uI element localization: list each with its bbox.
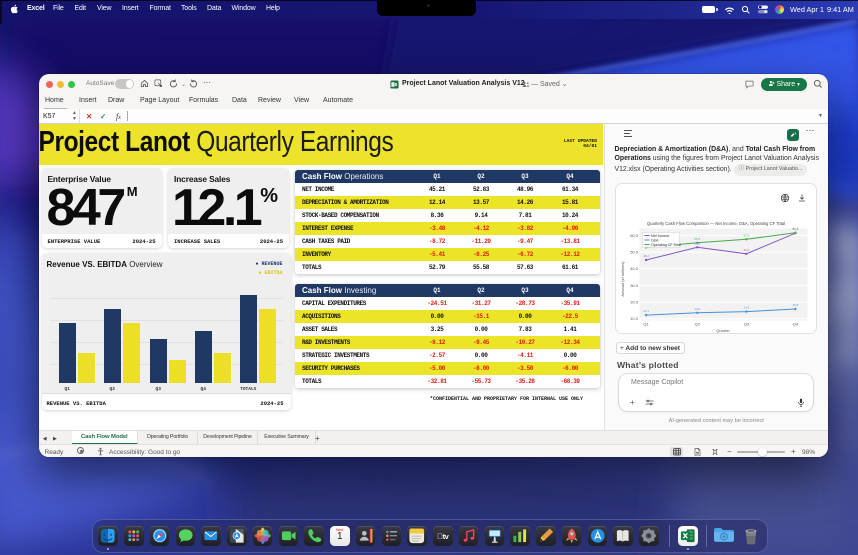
svg-text:Q3: Q3 xyxy=(744,322,750,327)
svg-text:12.1: 12.1 xyxy=(643,309,649,313)
svg-text:61.6: 61.6 xyxy=(792,227,798,231)
svg-text:50.0: 50.0 xyxy=(630,250,639,255)
svg-text:Q4: Q4 xyxy=(793,322,799,327)
svg-text:14.3: 14.3 xyxy=(743,306,749,310)
svg-text:13.6: 13.6 xyxy=(694,307,700,311)
svg-text:Quarter: Quarter xyxy=(716,328,730,333)
svg-text:Amount (in millions): Amount (in millions) xyxy=(620,261,625,297)
svg-text:Q1: Q1 xyxy=(643,322,649,327)
svg-text:49.0: 49.0 xyxy=(743,248,749,252)
svg-text:20.0: 20.0 xyxy=(630,300,639,305)
svg-text:61.3: 61.3 xyxy=(792,227,798,231)
svg-text:D&A: D&A xyxy=(651,239,659,243)
svg-text:55.6: 55.6 xyxy=(694,237,700,241)
svg-text:57.6: 57.6 xyxy=(743,233,749,237)
svg-text:45.2: 45.2 xyxy=(643,254,649,258)
svg-text:15.8: 15.8 xyxy=(792,303,798,307)
svg-text:52.8: 52.8 xyxy=(694,241,700,245)
svg-text:10.0: 10.0 xyxy=(630,316,639,321)
svg-text:30.0: 30.0 xyxy=(630,283,639,288)
svg-text:60.0: 60.0 xyxy=(630,233,639,238)
svg-text:Net Income: Net Income xyxy=(651,234,669,238)
svg-text:Q2: Q2 xyxy=(695,322,701,327)
svg-text:Operating CF Total: Operating CF Total xyxy=(651,243,681,247)
svg-text:40.0: 40.0 xyxy=(630,266,639,271)
